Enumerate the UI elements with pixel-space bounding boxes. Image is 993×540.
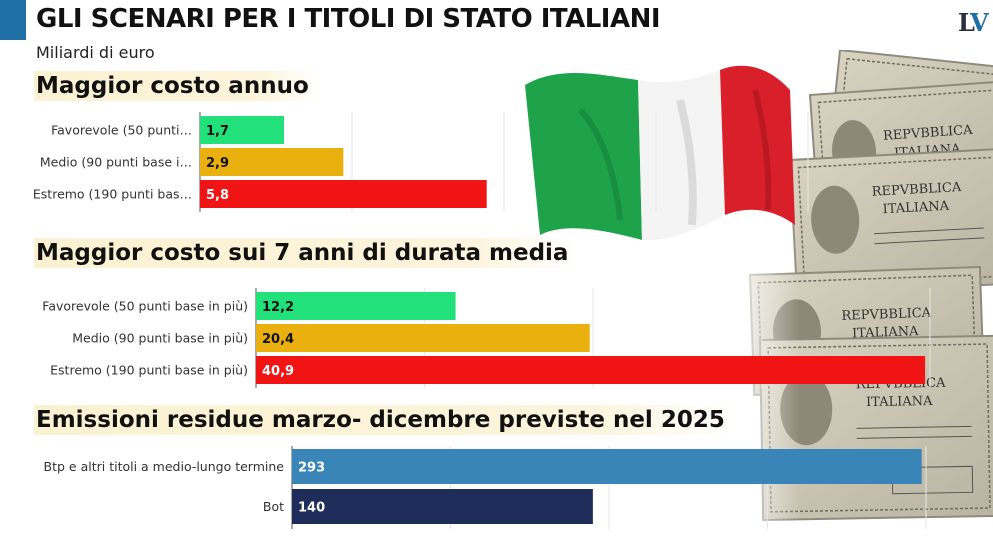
value-label: 140	[298, 501, 325, 516]
italian-flag	[525, 65, 795, 241]
bar	[256, 356, 926, 384]
page-subtitle: Miliardi di euro	[36, 43, 155, 62]
category-label: Medio (90 punti base i…	[40, 155, 192, 170]
value-label: 5,8	[206, 188, 229, 203]
value-label: 293	[298, 461, 325, 476]
bar	[292, 449, 922, 484]
bar	[256, 292, 456, 320]
lv-logo: LV	[958, 8, 989, 37]
category-label: Btp e altri titoli a medio-lungo termine	[44, 459, 285, 474]
section-title-emissioni: Emissioni residue marzo- dicembre previs…	[34, 405, 735, 435]
value-label: 1,7	[206, 124, 229, 139]
bar	[200, 148, 344, 176]
svg-text:ITALIANA: ITALIANA	[866, 394, 933, 410]
page-title: GLI SCENARI PER I TITOLI DI STATO ITALIA…	[36, 4, 661, 34]
section-title-costo-7-anni: Maggior costo sui 7 anni di durata media	[34, 238, 579, 268]
chart-emissioni: Btp e altri titoli a medio-lungo termine…	[44, 446, 927, 529]
svg-text:REPVBBLICA: REPVBBLICA	[841, 306, 932, 324]
category-label: Estremo (190 punti bas…	[33, 187, 192, 202]
bar	[292, 489, 593, 524]
category-label: Estremo (190 punti base in più)	[50, 363, 248, 378]
section-title-costo-annuo: Maggior costo annuo	[34, 71, 319, 101]
value-label: 12,2	[262, 300, 294, 315]
value-label: 2,9	[206, 156, 229, 171]
chart-costo-7-anni: Favorevole (50 punti base in più) 12,2 Med…	[42, 288, 931, 388]
category-label: Bot	[263, 499, 284, 514]
bar	[200, 180, 487, 208]
chart-costo-annuo: Favorevole (50 punti… 1,7 Medio (90 punti …	[33, 112, 809, 212]
value-label: 40,9	[262, 364, 294, 379]
category-label: Medio (90 punti base in più)	[72, 331, 248, 346]
bar	[256, 324, 590, 352]
value-label: 20,4	[262, 332, 294, 347]
svg-text:ITALIANA: ITALIANA	[882, 199, 950, 217]
bar	[200, 116, 285, 144]
svg-text:REPVBBLICA: REPVBBLICA	[871, 180, 962, 200]
accent-corner	[0, 0, 26, 40]
category-label: Favorevole (50 punti base in più)	[42, 299, 248, 314]
category-label: Favorevole (50 punti…	[51, 123, 192, 138]
svg-text:REPVBBLICA: REPVBBLICA	[883, 123, 974, 144]
